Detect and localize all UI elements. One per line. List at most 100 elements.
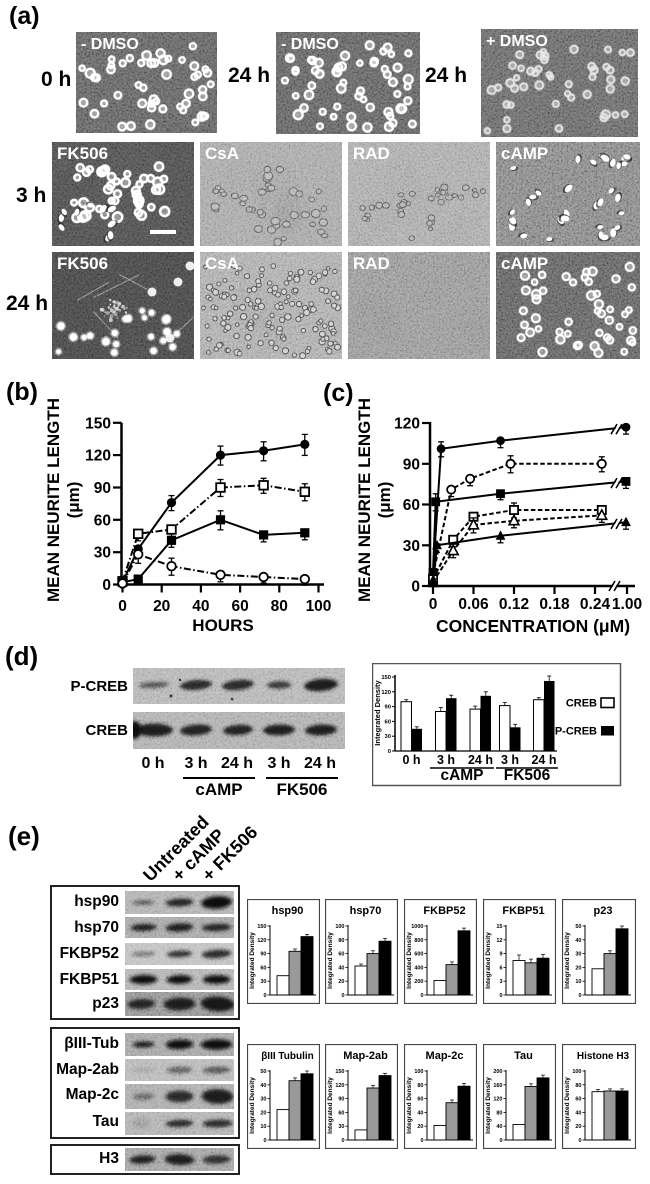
svg-text:160: 160	[493, 1083, 502, 1089]
svg-text:90: 90	[94, 480, 111, 497]
svg-text:80: 80	[496, 1110, 502, 1116]
svg-text:80: 80	[338, 938, 344, 944]
svg-text:Integrated Density: Integrated Density	[249, 1077, 256, 1134]
svg-text:0: 0	[578, 993, 581, 999]
svg-text:0: 0	[388, 749, 391, 755]
svg-text:120: 120	[85, 448, 111, 465]
svg-text:120: 120	[335, 1083, 344, 1089]
svg-text:Histone H3: Histone H3	[577, 1051, 630, 1062]
svg-text:200: 200	[414, 979, 423, 985]
svg-text:Integrated Density: Integrated Density	[564, 1077, 571, 1134]
svg-text:800: 800	[414, 938, 423, 944]
svg-text:30: 30	[260, 979, 266, 985]
svg-text:60: 60	[403, 497, 420, 514]
svg-text:9: 9	[499, 952, 502, 958]
svg-text:90: 90	[260, 952, 266, 958]
svg-text:120: 120	[394, 416, 420, 433]
svg-text:HOURS: HOURS	[192, 616, 253, 635]
svg-text:P-CREB: P-CREB	[555, 726, 597, 738]
svg-text:0: 0	[263, 1138, 266, 1144]
svg-text:120: 120	[493, 1097, 502, 1103]
svg-text:12: 12	[496, 938, 502, 944]
svg-text:hsp70: hsp70	[350, 905, 382, 917]
svg-text:60: 60	[338, 1110, 344, 1116]
svg-text:150: 150	[335, 1069, 344, 1075]
svg-text:0: 0	[499, 993, 502, 999]
svg-text:80: 80	[575, 1083, 581, 1089]
svg-text:100: 100	[414, 1069, 423, 1075]
svg-text:FK506: FK506	[57, 144, 108, 163]
svg-text:0: 0	[429, 596, 438, 613]
svg-text:CsA: CsA	[205, 144, 239, 163]
svg-text:0: 0	[420, 993, 423, 999]
svg-text:60: 60	[94, 512, 111, 529]
svg-text:Integrated Density: Integrated Density	[249, 932, 256, 989]
svg-text:24 h: 24 h	[531, 753, 556, 767]
svg-text:- DMSO: - DMSO	[81, 36, 139, 53]
svg-text:0: 0	[263, 993, 266, 999]
svg-text:90: 90	[338, 1097, 344, 1103]
svg-text:20: 20	[575, 1124, 581, 1130]
svg-text:0.06: 0.06	[458, 596, 489, 613]
svg-text:Map-2c: Map-2c	[426, 1050, 464, 1062]
svg-text:10: 10	[575, 979, 581, 985]
svg-text:RAD: RAD	[353, 144, 390, 163]
svg-text:40: 40	[496, 1124, 502, 1130]
svg-text:MEAN NEURITE LENGTH: MEAN NEURITE LENGTH	[44, 398, 63, 602]
svg-text:0: 0	[341, 993, 344, 999]
svg-text:3 h: 3 h	[437, 753, 455, 767]
svg-text:FKBP52: FKBP52	[423, 905, 465, 917]
svg-text:150: 150	[85, 415, 111, 432]
svg-text:60: 60	[417, 1097, 423, 1103]
svg-text:150: 150	[257, 924, 266, 930]
svg-text:0: 0	[102, 577, 111, 594]
svg-text:Map-2ab: Map-2ab	[343, 1050, 388, 1062]
svg-text:60: 60	[338, 952, 344, 958]
svg-text:CONCENTRATION (μM): CONCENTRATION (μM)	[436, 616, 630, 636]
svg-text:3: 3	[499, 979, 502, 985]
svg-text:100: 100	[306, 598, 332, 615]
svg-text:40: 40	[417, 1110, 423, 1116]
svg-text:Integrated Density: Integrated Density	[485, 1077, 492, 1134]
svg-text:30: 30	[260, 1097, 266, 1103]
svg-text:- DMSO: - DMSO	[281, 36, 339, 53]
svg-text:40: 40	[575, 1110, 581, 1116]
svg-text:50: 50	[575, 924, 581, 930]
svg-text:90: 90	[403, 456, 420, 473]
svg-text:40: 40	[338, 965, 344, 971]
svg-text:0.12: 0.12	[499, 596, 529, 613]
svg-text:Integrated Density: Integrated Density	[327, 1077, 334, 1134]
svg-text:30: 30	[575, 952, 581, 958]
svg-text:cAMP: cAMP	[501, 144, 548, 163]
svg-text:Integrated Density: Integrated Density	[327, 932, 334, 989]
svg-text:40: 40	[260, 1083, 266, 1089]
svg-text:Integrated Density: Integrated Density	[564, 932, 571, 989]
svg-text:Tau: Tau	[514, 1050, 533, 1062]
svg-text:MEAN NEURITE LENGTH: MEAN NEURITE LENGTH	[356, 398, 374, 602]
svg-text:3 h: 3 h	[501, 753, 519, 767]
svg-text:+ DMSO: + DMSO	[486, 33, 548, 50]
svg-text:cAMP: cAMP	[501, 254, 548, 273]
svg-text:200: 200	[493, 1069, 502, 1075]
svg-text:20: 20	[575, 965, 581, 971]
svg-text:Integrated Density: Integrated Density	[406, 1077, 413, 1134]
svg-text:60: 60	[575, 1097, 581, 1103]
svg-text:0: 0	[578, 1138, 581, 1144]
svg-text:60: 60	[260, 965, 266, 971]
svg-text:Integrated Density: Integrated Density	[485, 932, 492, 989]
svg-text:100: 100	[335, 924, 344, 930]
svg-text:RAD: RAD	[353, 254, 390, 273]
svg-text:0: 0	[411, 579, 420, 596]
svg-text:FKBP51: FKBP51	[502, 905, 544, 917]
svg-text:CsA: CsA	[205, 254, 239, 273]
svg-text:20: 20	[260, 1110, 266, 1116]
svg-text:(μm): (μm)	[375, 482, 394, 519]
svg-text:1.00: 1.00	[612, 596, 642, 613]
svg-text:24 h: 24 h	[468, 753, 493, 767]
svg-text:60: 60	[231, 598, 248, 615]
svg-text:80: 80	[271, 598, 288, 615]
svg-text:FK506: FK506	[57, 254, 108, 273]
svg-text:30: 30	[403, 538, 420, 555]
svg-text:100: 100	[572, 1069, 581, 1075]
svg-text:6: 6	[499, 965, 502, 971]
